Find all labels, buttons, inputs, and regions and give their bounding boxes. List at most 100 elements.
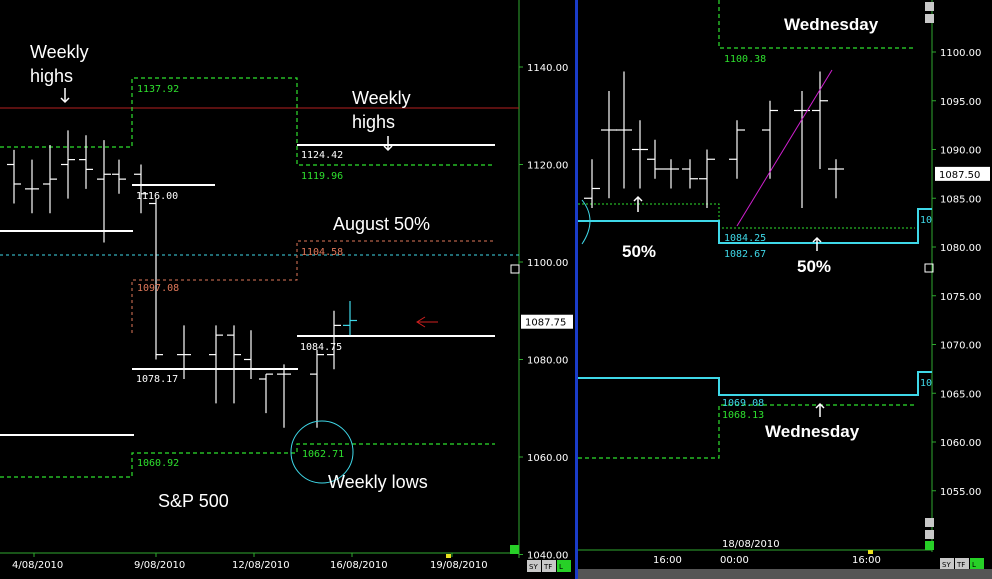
- right-price-label: 1080.00: [940, 243, 981, 254]
- left-date-label: 12/08/2010: [232, 560, 290, 571]
- level-label-wh2: 1124.42: [301, 150, 343, 161]
- right-fifty-line: [578, 208, 932, 244]
- right-price-label: 1060.00: [940, 438, 981, 449]
- weekly-low-level: [0, 443, 495, 478]
- level-label-p1084: 1084.75: [300, 342, 342, 353]
- left-button-label: TF: [543, 563, 552, 571]
- left-price-label: 1140.00: [527, 63, 568, 74]
- right-button-label: SY: [942, 561, 951, 569]
- level-label-p1078: 1078.17: [136, 374, 178, 385]
- bottom-status-strip: [578, 569, 992, 579]
- left-axis-marker: [510, 264, 520, 274]
- right-button-L[interactable]: [970, 558, 984, 570]
- down-arrow-head: [60, 97, 70, 104]
- left-button-label: SY: [529, 563, 538, 571]
- right-price-label: 1065.00: [940, 389, 981, 400]
- left-price-label: 1060.00: [527, 453, 568, 464]
- right-scroll-up[interactable]: [925, 2, 934, 11]
- magenta-trendline: [736, 69, 833, 227]
- right-button-SY[interactable]: [940, 558, 954, 570]
- right-button-label: TF: [956, 561, 965, 569]
- left-current-price-label: 1087.75: [525, 318, 566, 329]
- annotation-fifty-left: 50%: [622, 242, 656, 261]
- right-level-label-edge_b: 10: [920, 378, 932, 389]
- right-level-label-low_a: 1069.08: [722, 398, 764, 409]
- right-price-label: 1055.00: [940, 487, 981, 498]
- up-arrow-head: [633, 195, 643, 202]
- right-zoom-button-2[interactable]: [925, 530, 934, 539]
- right-weekly-high-level: [718, 0, 915, 49]
- up-arrow-head: [812, 236, 822, 243]
- right-time-label: 16:00: [653, 555, 682, 566]
- left-edge-arc: [581, 199, 591, 245]
- left-date-label: 19/08/2010: [430, 560, 488, 571]
- right-current-price-box: [935, 166, 990, 181]
- right-level-label-top: 1100.38: [724, 54, 766, 65]
- right-time-label: 00:00: [720, 555, 749, 566]
- left-price-label: 1040.00: [527, 551, 568, 562]
- right-price-label: 1090.00: [940, 146, 981, 157]
- right-level-label-low_b: 1068.13: [722, 410, 764, 421]
- left-current-price-box: [521, 314, 573, 329]
- annotation-weekly-lows: Weekly lows: [328, 472, 428, 492]
- right-level-label-fifty_cur: 1084.25: [724, 233, 766, 244]
- left-price-label: 1100.00: [527, 258, 568, 269]
- right-button-TF[interactable]: [955, 558, 969, 570]
- weekly-high-level: [0, 77, 495, 166]
- level-label-lo2: 1062.71: [302, 449, 344, 460]
- right-price-label: 1085.00: [940, 194, 981, 205]
- annotation-index-name: S&P 500: [158, 491, 229, 511]
- right-price-axis: [578, 0, 933, 552]
- left-scroll-marker: [510, 545, 519, 554]
- left-date-label: 9/08/2010: [134, 560, 185, 571]
- annotation-weekly-highs-1-line2: highs: [30, 66, 73, 86]
- left-button-label: L: [559, 563, 563, 571]
- left-button-L[interactable]: [557, 560, 571, 572]
- right-time-marker: [868, 550, 873, 554]
- left-price-label: 1120.00: [527, 161, 568, 172]
- red-arrow-head: [416, 316, 426, 328]
- right-button-label: L: [972, 561, 976, 569]
- level-label-aug_lo: 1097.08: [137, 283, 179, 294]
- august-fifty-level: [131, 240, 495, 333]
- right-price-label: 1095.00: [940, 97, 981, 108]
- annotation-wednesday-bottom: Wednesday: [765, 422, 860, 441]
- down-arrow-head: [383, 145, 393, 152]
- right-axis-marker: [924, 263, 934, 273]
- up-arrow-head: [815, 402, 825, 409]
- left-price-axis: [0, 0, 520, 558]
- right-fifty-dotted: [578, 203, 915, 229]
- level-label-wh1: 1137.92: [137, 84, 179, 95]
- right-price-label: 1100.00: [940, 48, 981, 59]
- left-button-SY[interactable]: [527, 560, 541, 572]
- left-price-label: 1080.00: [527, 356, 568, 367]
- right-current-price-label: 1087.50: [939, 170, 980, 181]
- level-label-aug_hi: 1104.58: [301, 247, 343, 258]
- right-level-label-edge_a: 10: [920, 215, 932, 226]
- right-low-line: [578, 371, 932, 396]
- left-button-TF[interactable]: [542, 560, 556, 572]
- annotation-weekly-highs-2-line1: Weekly: [352, 88, 411, 108]
- right-zoom-button[interactable]: [925, 518, 934, 527]
- right-weekly-low-level: [578, 404, 915, 459]
- left-date-label: 4/08/2010: [12, 560, 63, 571]
- right-scroll-down[interactable]: [925, 14, 934, 23]
- level-label-p1116: 1116.00: [136, 191, 178, 202]
- level-label-wh3: 1119.96: [301, 171, 343, 182]
- annotation-wednesday-top: Wednesday: [784, 15, 879, 34]
- annotation-august-fifty: August 50%: [333, 214, 430, 234]
- annotation-weekly-highs-1-line1: Weekly: [30, 42, 89, 62]
- left-date-label: 16/08/2010: [330, 560, 388, 571]
- right-price-label: 1075.00: [940, 292, 981, 303]
- panel-divider: [575, 0, 578, 579]
- right-level-label-fifty_prev: 1082.67: [724, 249, 766, 260]
- right-date-label: 18/08/2010: [722, 539, 780, 550]
- annotation-fifty-right: 50%: [797, 257, 831, 276]
- left-time-marker: [446, 554, 451, 558]
- right-price-label: 1070.00: [940, 341, 981, 352]
- right-time-label: 16:00: [852, 555, 881, 566]
- right-scroll-marker: [925, 541, 934, 550]
- weekly-lows-circle: [290, 420, 354, 484]
- level-label-lo1: 1060.92: [137, 458, 179, 469]
